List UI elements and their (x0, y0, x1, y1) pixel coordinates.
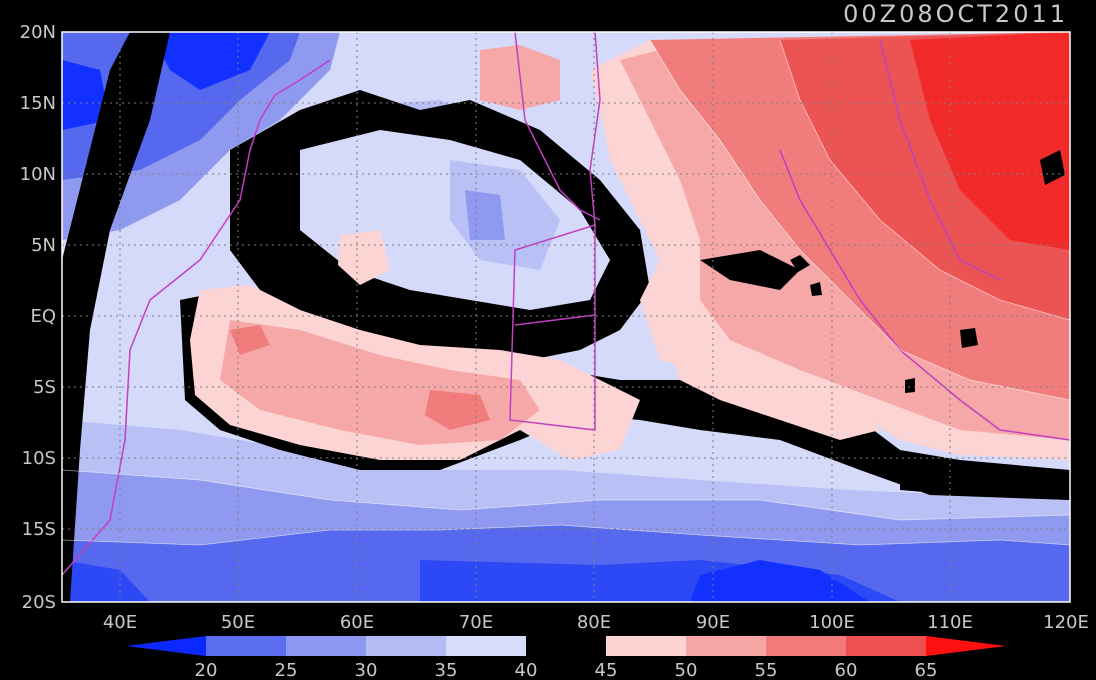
grid-lines (62, 32, 1070, 602)
lon-label: 110E (927, 612, 973, 633)
lat-label: 5S (33, 377, 56, 398)
black-band-south-east (900, 470, 1070, 500)
lat-label: 20N (20, 22, 56, 43)
lon-label: 40E (103, 612, 137, 633)
colorbar-swatch (366, 636, 446, 656)
lat-axis: 20N 15N 10N 5N EQ 5S 10S 15S 20S (20, 22, 56, 613)
colorbar-swatch (206, 636, 286, 656)
black-swath (62, 32, 170, 602)
colorbar-swatch (446, 636, 526, 656)
black-band-east-edge (700, 250, 800, 290)
colorbar-tick-label: 40 (515, 660, 538, 680)
colorbar-tick-label: 55 (755, 660, 778, 680)
colorbar-swatch (846, 636, 926, 656)
colorbar-swatch (766, 636, 846, 656)
lat-label: 10N (20, 164, 56, 185)
colorbar-tick-label: 35 (435, 660, 458, 680)
south-pink-core2 (230, 325, 270, 355)
colorbar-tick-label: 65 (915, 660, 938, 680)
colorbar-swatch (606, 636, 686, 656)
nw-blue-pocket (62, 60, 110, 130)
colorbar-tick-label: 25 (275, 660, 298, 680)
lon-label: 100E (809, 612, 855, 633)
southeast-blue (690, 560, 870, 602)
colorbar-tick-label: 45 (595, 660, 618, 680)
colorbar-swatch (526, 636, 606, 656)
colorbar-arrow-left (126, 636, 206, 656)
southwest-blue (62, 560, 150, 602)
blue-pocket (450, 160, 560, 270)
colorbar-swatch (286, 636, 366, 656)
colorbar-tick-label: 30 (355, 660, 378, 680)
lon-label: 70E (459, 612, 493, 633)
lat-label: 10S (22, 448, 56, 469)
lat-label: 5N (31, 235, 56, 256)
lat-label: 15S (22, 519, 56, 540)
colorbar-tick-label: 60 (835, 660, 858, 680)
lon-label: 120E (1043, 612, 1089, 633)
island-pink (338, 230, 390, 285)
coastlines (62, 32, 1070, 576)
colorbar-swatch (686, 636, 766, 656)
lon-label: 60E (340, 612, 374, 633)
lon-label: 50E (221, 612, 255, 633)
timestamp-label: 00Z08OCT2011 (843, 0, 1068, 28)
contour-field (62, 32, 1070, 602)
lat-label: 15N (20, 93, 56, 114)
east-pale-band (660, 320, 880, 440)
lon-label: 80E (577, 612, 611, 633)
lat-label: 20S (22, 592, 56, 613)
south-pink-core (425, 390, 490, 430)
colorbar-tick-label: 50 (675, 660, 698, 680)
nw-blue-deep (150, 32, 270, 90)
lon-label: 90E (696, 612, 730, 633)
plot-border (61, 31, 1071, 603)
colorbar: 20 25 30 35 40 45 50 55 60 65 (126, 636, 1006, 680)
lon-axis: 40E 50E 60E 70E 80E 90E 100E 110E 120E (103, 612, 1089, 633)
blue-pocket-deep (465, 190, 505, 240)
colorbar-arrow-right (926, 636, 1006, 656)
contour-lines (62, 39, 1070, 546)
lat-label: EQ (30, 306, 56, 327)
colorbar-tick-label: 20 (195, 660, 218, 680)
